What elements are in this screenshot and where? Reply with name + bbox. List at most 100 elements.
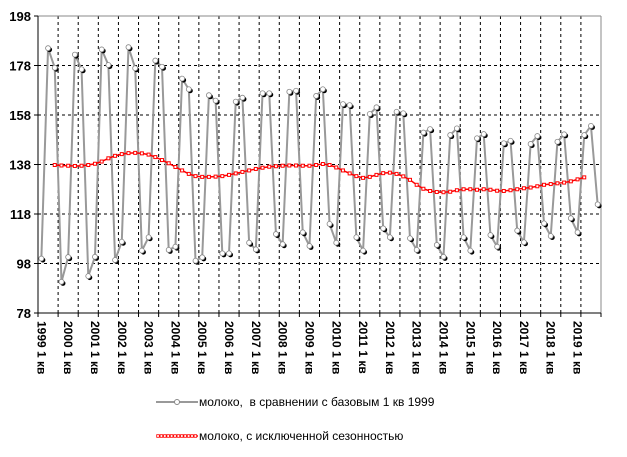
x-tick-label: 2002 1 кв [115, 321, 129, 374]
data-point [185, 86, 192, 93]
data-point [555, 181, 560, 186]
data-point [461, 187, 466, 192]
data-point [240, 169, 245, 174]
data-point [166, 161, 171, 166]
data-point [247, 168, 252, 173]
data-point [273, 164, 278, 169]
data-point [232, 98, 239, 105]
data-point [427, 126, 433, 133]
data-point [299, 229, 306, 236]
data-point [227, 172, 232, 177]
x-tick-label: 1999 1 кв [34, 321, 48, 374]
data-point [138, 247, 145, 254]
data-point [86, 162, 91, 167]
data-point [454, 188, 459, 193]
data-point [547, 233, 554, 239]
data-point [373, 104, 380, 111]
data-point [213, 174, 218, 179]
x-tick-label: 2005 1 кв [195, 321, 209, 374]
data-point [239, 94, 246, 101]
data-point [220, 174, 225, 179]
data-point [133, 150, 138, 155]
x-axis-ticks: 1999 1 кв 2000 1 кв 2001 1 кв 2002 1 кв 2003… [34, 313, 602, 374]
data-point [581, 132, 588, 138]
legend-line-red [156, 434, 198, 438]
data-point [118, 238, 125, 245]
data-point [320, 162, 325, 167]
data-point [447, 132, 454, 138]
data-point [219, 250, 226, 257]
x-tick-label: 2014 1 кв [436, 321, 450, 374]
data-point [212, 97, 219, 104]
data-point [293, 87, 299, 94]
data-point [279, 241, 286, 248]
data-point [253, 166, 258, 171]
data-point [294, 163, 299, 168]
x-tick-label: 2009 1 кв [302, 321, 316, 374]
data-point [99, 159, 104, 164]
data-point [126, 151, 131, 156]
x-tick-label: 2012 1 кв [383, 321, 397, 374]
data-point [507, 137, 514, 144]
y-tick-label: 118 [10, 207, 31, 222]
data-point [199, 254, 206, 261]
data-point [535, 184, 540, 189]
data-point [515, 187, 520, 192]
data-point [260, 165, 265, 170]
y-tick-label: 78 [17, 306, 31, 321]
data-point [153, 155, 158, 160]
data-point [386, 234, 393, 241]
x-tick-label: 2011 1 кв [356, 321, 370, 374]
data-point [180, 168, 185, 173]
data-point [554, 138, 561, 145]
data-point [72, 163, 77, 168]
data-point [326, 220, 333, 227]
data-point [306, 243, 313, 249]
x-tick-label: 2001 1 кв [88, 321, 102, 374]
data-point [233, 171, 238, 176]
data-point [319, 86, 326, 93]
series-milk-vs-base [38, 44, 602, 286]
data-point [475, 187, 480, 192]
data-point [112, 257, 118, 263]
legend-label: молоко, с исключенной сезонностью [199, 429, 403, 443]
data-point [414, 182, 419, 187]
data-point [360, 247, 366, 254]
data-point [467, 247, 474, 254]
x-tick-label: 2016 1 кв [490, 321, 504, 374]
data-point [159, 158, 164, 163]
data-point [333, 239, 340, 246]
data-point [567, 215, 574, 222]
data-point [38, 255, 45, 262]
x-tick-label: 2017 1 кв [517, 321, 531, 374]
data-point [113, 153, 118, 158]
legend-marker-square [183, 434, 187, 438]
data-point [179, 75, 186, 82]
x-tick-label: 2003 1 кв [142, 321, 156, 374]
legend-marker-square [163, 434, 167, 438]
data-point [393, 108, 400, 115]
y-axis-ticks: 78 98 118 138 158 178 198 [9, 9, 38, 321]
data-point [45, 45, 51, 52]
data-point [500, 140, 507, 147]
data-point [105, 62, 112, 68]
x-tick-label: 2008 1 кв [276, 321, 290, 374]
legend: молоко, в сравнении с базовым 1 кв 1999 … [156, 395, 435, 443]
data-point [366, 111, 373, 117]
data-point [353, 234, 360, 241]
data-point [527, 141, 534, 147]
y-tick-label: 178 [9, 59, 31, 74]
data-point [480, 131, 487, 137]
data-point [226, 250, 232, 257]
data-point [420, 129, 427, 136]
legend-marker-square [176, 434, 181, 438]
x-tick-label: 2015 1 кв [463, 321, 477, 374]
data-point [433, 242, 440, 248]
x-tick-label: 2004 1 кв [168, 321, 182, 374]
legend-marker-square [169, 434, 174, 438]
legend-item-milk-seasonally-adjusted: молоко, с исключенной сезонностью [156, 429, 403, 443]
data-point [98, 46, 105, 53]
data-point [575, 177, 580, 182]
data-point [52, 162, 57, 167]
